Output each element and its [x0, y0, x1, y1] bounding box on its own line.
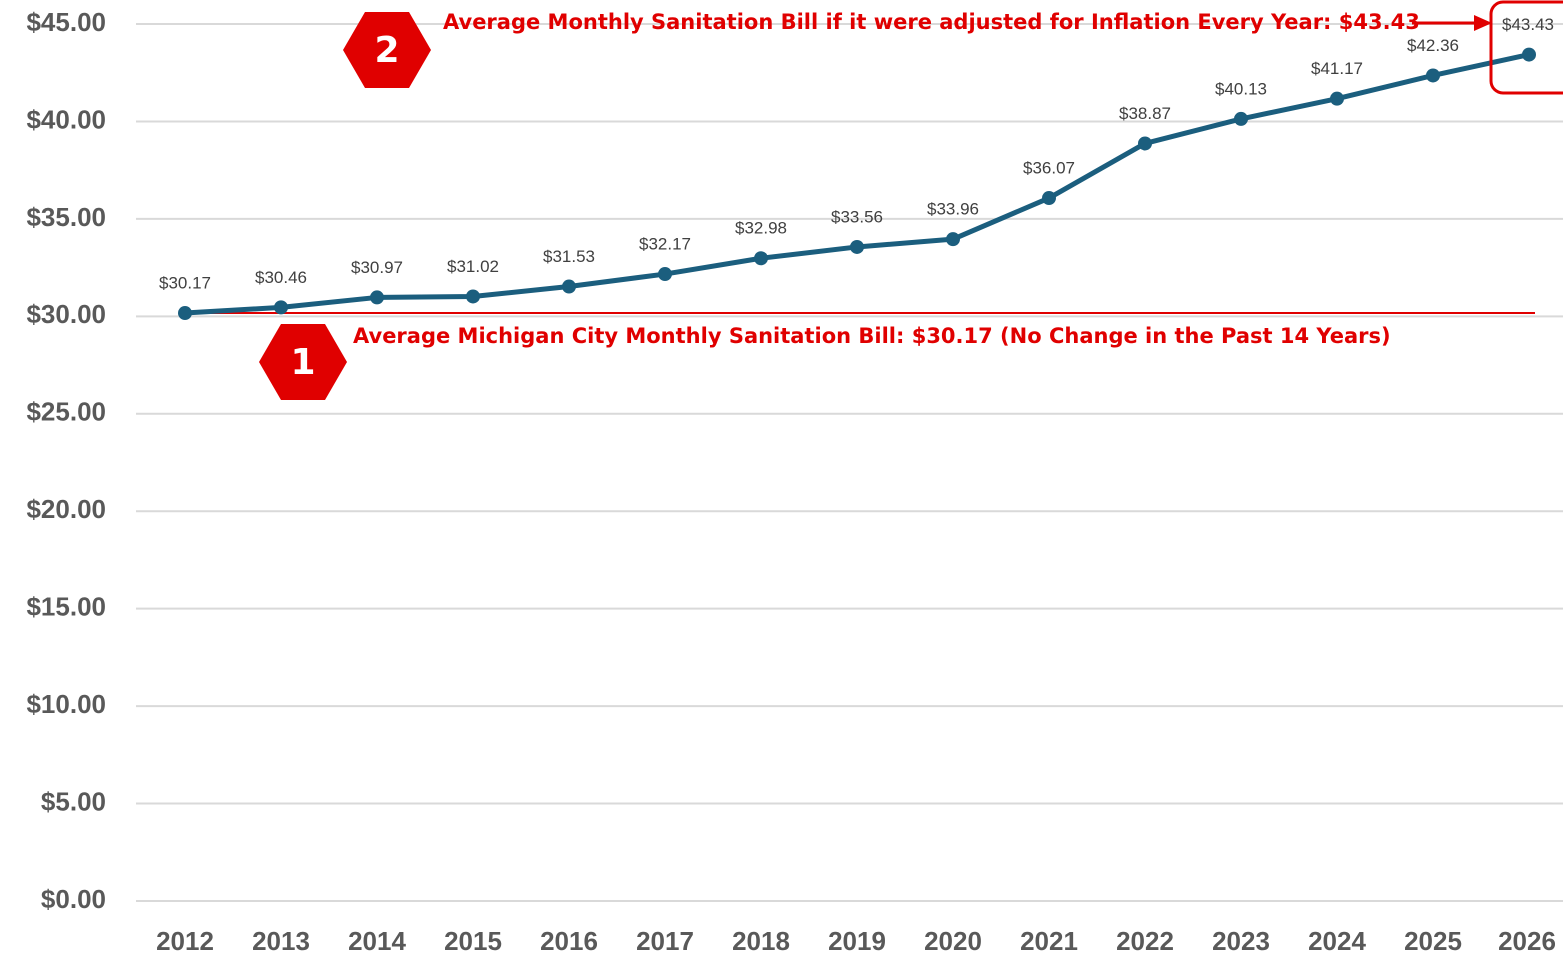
data-point	[1042, 191, 1056, 206]
data-label: $30.97	[351, 258, 403, 277]
x-tick-label: 2015	[444, 926, 502, 956]
badge-shape	[343, 12, 431, 88]
data-point	[370, 290, 384, 305]
badge-label: 1	[290, 342, 315, 383]
x-tick-label: 2012	[156, 926, 214, 956]
x-tick-label: 2014	[348, 926, 406, 956]
data-label: $41.17	[1311, 59, 1363, 78]
x-tick-label: 2026	[1498, 926, 1556, 956]
data-point	[274, 300, 288, 315]
data-label: $31.02	[447, 257, 499, 276]
arrow-head	[1474, 15, 1492, 31]
x-tick-label: 2020	[924, 926, 982, 956]
y-tick-label: $20.00	[26, 494, 106, 524]
data-point	[1330, 91, 1344, 106]
y-tick-label: $40.00	[26, 104, 106, 134]
data-point	[1426, 68, 1440, 83]
data-point	[1234, 111, 1248, 126]
badge-label: 2	[374, 30, 399, 71]
y-tick-label: $0.00	[41, 884, 106, 914]
x-tick-label: 2017	[636, 926, 694, 956]
x-tick-label: 2018	[732, 926, 790, 956]
badge-shape	[259, 324, 347, 400]
annotation-text: Average Monthly Sanitation Bill if it we…	[443, 10, 1420, 34]
x-tick-label: 2024	[1308, 926, 1366, 956]
x-tick-label: 2023	[1212, 926, 1270, 956]
y-tick-label: $30.00	[26, 299, 106, 329]
x-tick-label: 2019	[828, 926, 886, 956]
data-point	[946, 232, 960, 247]
y-tick-label: $5.00	[41, 786, 106, 816]
x-tick-label: 2021	[1020, 926, 1078, 956]
data-point	[1138, 136, 1152, 151]
data-point	[1522, 47, 1536, 62]
data-label: $40.13	[1215, 79, 1267, 98]
data-point	[178, 306, 192, 321]
data-label: $42.36	[1407, 36, 1459, 55]
data-label: $32.98	[735, 219, 787, 238]
y-tick-label: $25.00	[26, 397, 106, 427]
highlight-box	[1489, 0, 1563, 95]
x-tick-label: 2025	[1404, 926, 1462, 956]
data-label: $30.17	[159, 274, 211, 293]
data-label: $30.46	[255, 268, 307, 287]
x-tick-label: 2022	[1116, 926, 1174, 956]
data-label: $36.07	[1023, 159, 1075, 178]
data-point	[466, 289, 480, 304]
annotation-text: Average Michigan City Monthly Sanitation…	[353, 324, 1391, 348]
data-label: $43.43	[1502, 15, 1554, 34]
annotations: 2 Average Monthly Sanitation Bill if it …	[259, 0, 1563, 400]
data-point	[658, 267, 672, 282]
x-tick-label: 2016	[540, 926, 598, 956]
y-tick-label: $10.00	[26, 689, 106, 719]
data-point	[850, 239, 864, 254]
x-tick-label: 2013	[252, 926, 310, 956]
data-label: $32.17	[639, 235, 691, 254]
data-label: $33.56	[831, 207, 883, 226]
data-label: $33.96	[927, 200, 979, 219]
y-tick-label: $35.00	[26, 202, 106, 232]
grid	[136, 23, 1563, 902]
y-tick-label: $45.00	[26, 7, 106, 37]
data-label: $31.53	[543, 247, 595, 266]
y-tick-label: $15.00	[26, 592, 106, 622]
data-point	[754, 251, 768, 266]
data-point	[562, 279, 576, 294]
data-label: $38.87	[1119, 104, 1171, 123]
